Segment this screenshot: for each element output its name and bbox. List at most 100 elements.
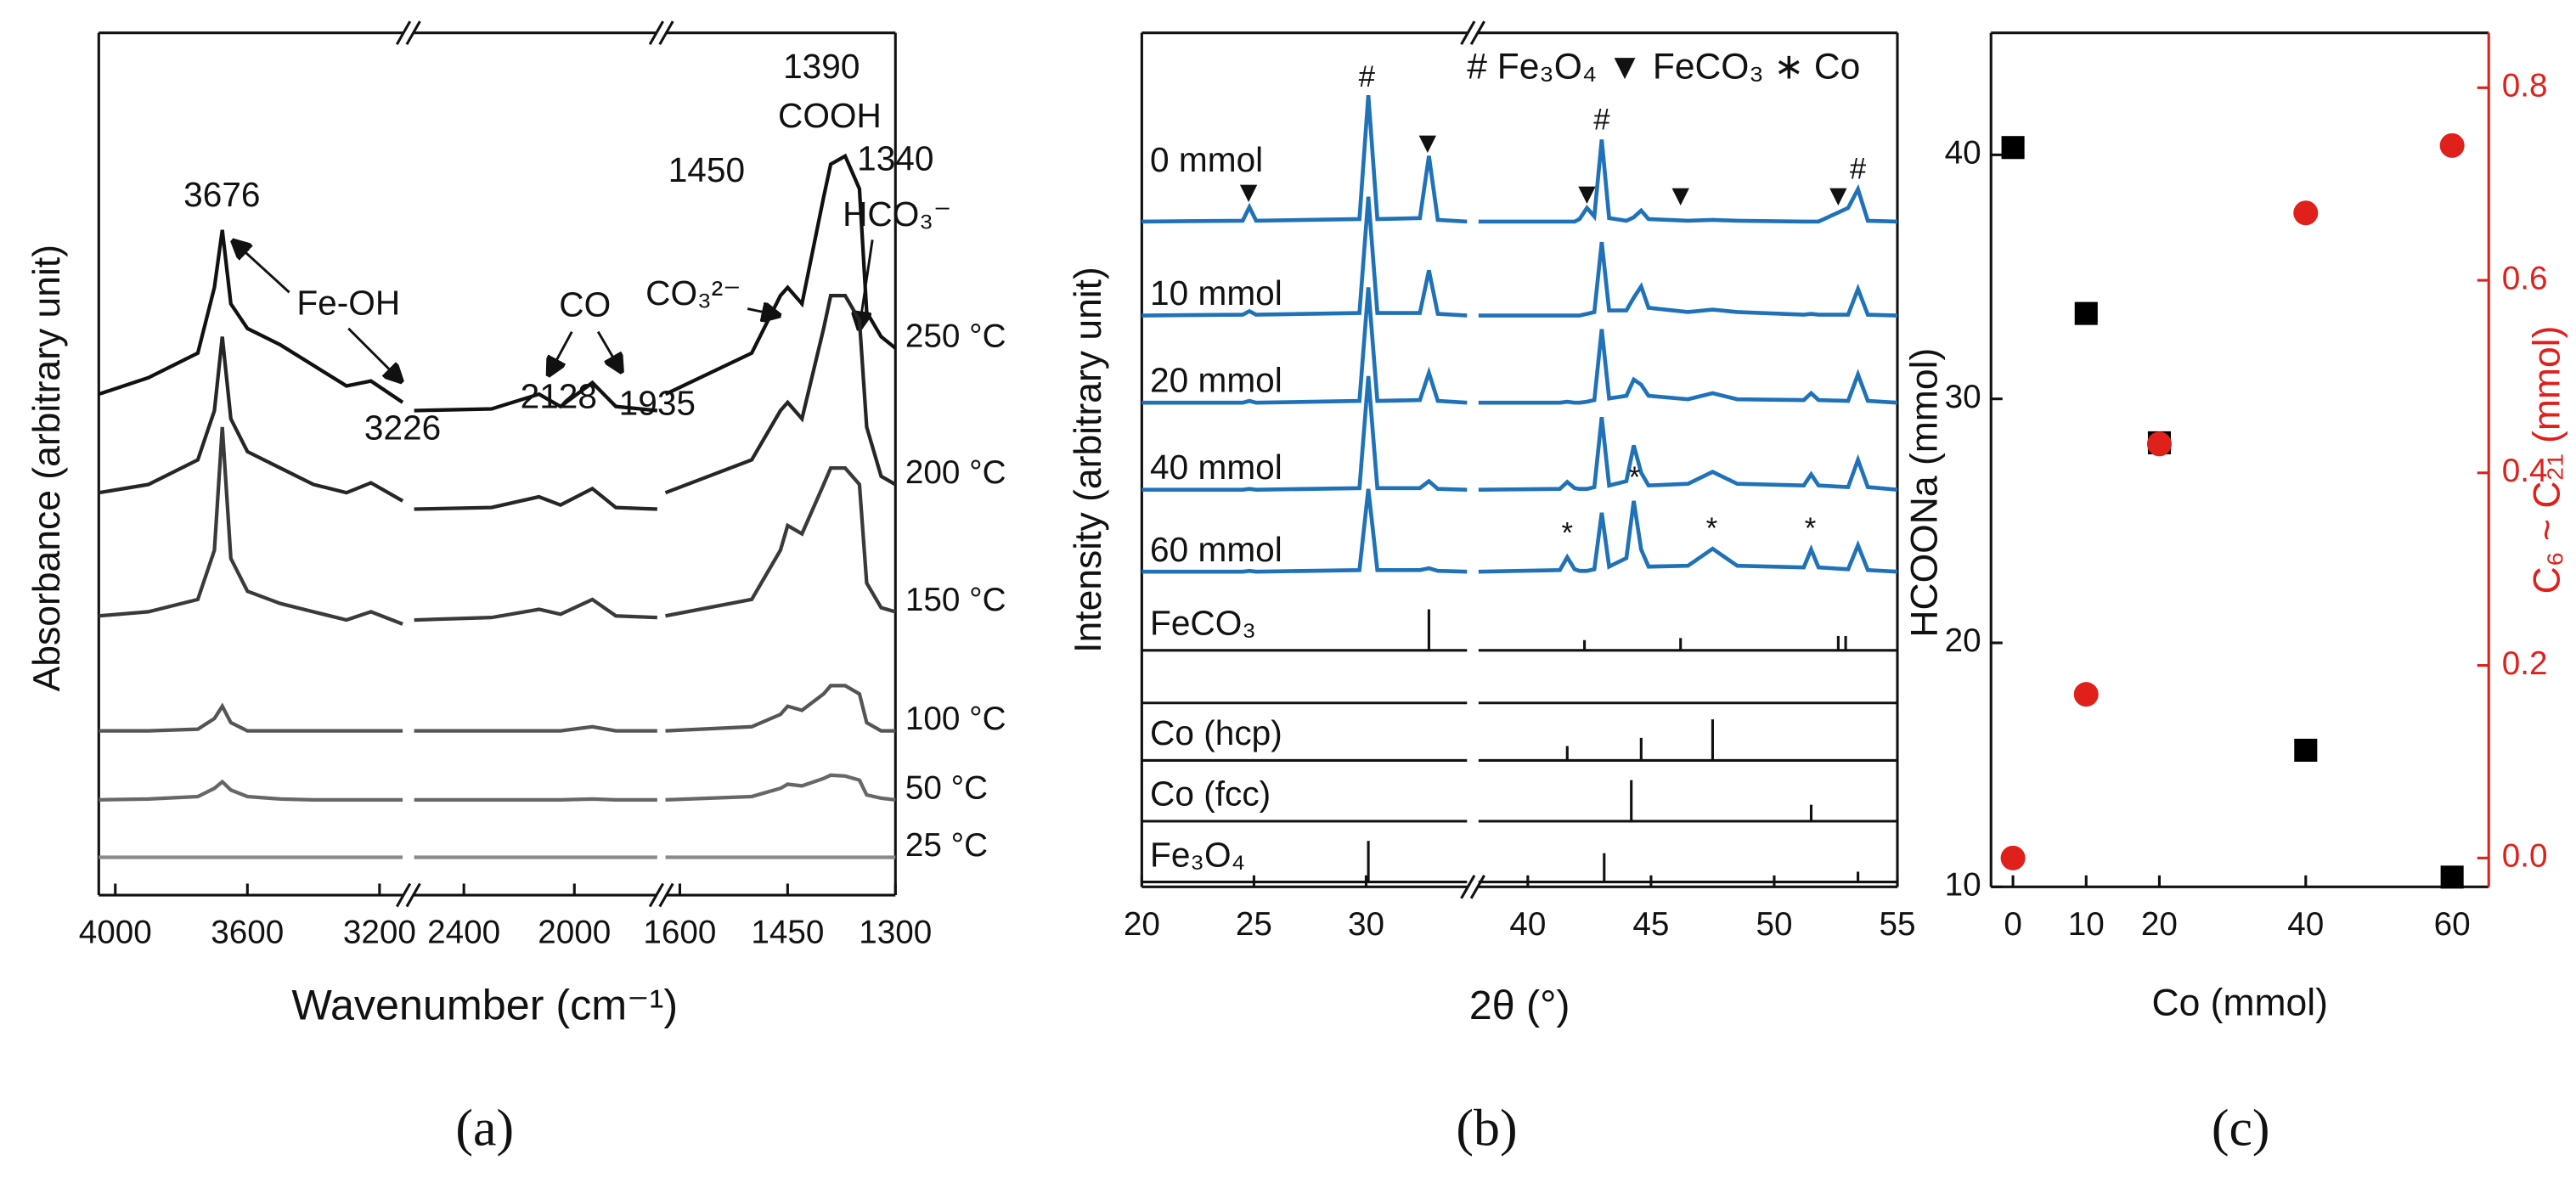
- y-axis-label: HCOONa (mmol): [1904, 348, 1946, 638]
- x-tick-label: 40: [1509, 906, 1546, 943]
- x-tick-label: 1300: [859, 915, 932, 951]
- spectrum: [99, 702, 403, 733]
- series-label: 50 °C: [905, 769, 988, 806]
- series-label: 200 °C: [905, 454, 1006, 491]
- x-tick-label: 30: [1348, 906, 1384, 943]
- spectrum: [414, 797, 657, 802]
- series-label: 10 mmol: [1150, 273, 1282, 313]
- x-tick-label: 0: [2004, 906, 2021, 943]
- annotation: ▼: [1413, 126, 1442, 159]
- y-axis-label: Intensity (arbitrary unit): [1068, 267, 1109, 653]
- spectrum: [664, 153, 897, 397]
- pattern: [1141, 488, 1468, 574]
- point: [2001, 136, 2025, 160]
- point: [2146, 431, 2172, 457]
- annotation: #: [1359, 60, 1376, 93]
- annotation: ▼: [1234, 175, 1263, 208]
- annotation: 1390: [783, 47, 860, 86]
- panel-label: (a): [455, 1100, 514, 1157]
- spectrum: [98, 336, 404, 503]
- pattern: [1141, 375, 1468, 493]
- arrow: [347, 327, 401, 381]
- annotation: 3226: [364, 408, 441, 447]
- pattern: [1478, 139, 1898, 224]
- annotation: *: [1805, 512, 1817, 545]
- y2-tick-label: 0.0: [2502, 838, 2548, 875]
- x-tick-label: 1450: [751, 915, 824, 951]
- y2-tick-label: 0.2: [2502, 645, 2548, 682]
- spectrum: [414, 380, 658, 413]
- annotation: *: [1629, 461, 1641, 494]
- series-label: 150 °C: [905, 582, 1006, 618]
- spectrum: [414, 597, 657, 622]
- annotation: 1340: [857, 138, 933, 177]
- break-mark: [658, 20, 674, 45]
- x-tick-label: 20: [2141, 906, 2178, 943]
- pattern: [1141, 196, 1468, 318]
- y-tick-label: 20: [1945, 622, 1981, 659]
- arrow: [549, 330, 573, 375]
- y2-tick-label: 0.4: [2502, 453, 2548, 489]
- y2-axis-label: C₆ ~ C₂₁ (mmol): [2527, 326, 2568, 594]
- series-label: 250 °C: [905, 318, 1006, 355]
- x-axis-label: Wavenumber (cm⁻¹): [291, 981, 678, 1029]
- spectrum: [665, 684, 896, 733]
- annotation: #: [1850, 152, 1867, 185]
- annotation: CO₃²⁻: [645, 273, 741, 313]
- pattern: [1141, 95, 1468, 224]
- break-mark: [648, 20, 664, 45]
- x-tick-label: 55: [1880, 906, 1916, 943]
- annotation: CO: [559, 284, 611, 324]
- y-tick-label: 10: [1945, 867, 1981, 904]
- reference-label: Co (hcp): [1150, 713, 1282, 752]
- break-mark: [395, 20, 412, 45]
- x-tick-label: 3200: [343, 915, 416, 951]
- annotation: 2128: [521, 377, 597, 416]
- x-tick-label: 25: [1236, 906, 1272, 943]
- arrow: [747, 309, 779, 316]
- x-tick-label: 40: [2287, 906, 2324, 943]
- reference-label: Co (fcc): [1150, 774, 1271, 814]
- spectrum: [414, 486, 657, 511]
- annotation: ▼: [1666, 178, 1694, 211]
- annotation: ▼: [1572, 177, 1601, 210]
- annotation: HCO₃⁻: [843, 194, 951, 234]
- point: [2293, 200, 2319, 226]
- annotation: 3676: [183, 175, 260, 214]
- reference-label: Fe₃O₄: [1150, 835, 1245, 874]
- break-mark: [1469, 20, 1485, 45]
- pattern: [1478, 500, 1898, 574]
- annotation: ▼: [1823, 178, 1852, 211]
- break-mark: [658, 882, 674, 908]
- spectrum: [665, 466, 896, 618]
- series-label: 40 mmol: [1150, 448, 1282, 487]
- legend: # Fe₃O₄ ▼ FeCO₃ ∗ Co: [1467, 46, 1860, 87]
- y-tick-label: 30: [1945, 379, 1981, 415]
- reference-label: FeCO₃: [1150, 604, 1256, 643]
- annotation: *: [1562, 517, 1574, 550]
- pattern: [1478, 241, 1898, 318]
- series-label: 0 mmol: [1150, 140, 1263, 179]
- y-axis-label: Absorbance (arbitrary unit): [26, 245, 68, 691]
- annotation: Fe-OH: [296, 283, 400, 322]
- point: [2294, 738, 2318, 762]
- spectrum: [98, 229, 404, 404]
- series-label: 20 mmol: [1150, 361, 1282, 400]
- arrow: [596, 330, 621, 371]
- break-mark: [1469, 875, 1485, 899]
- annotation: 1935: [619, 383, 696, 422]
- x-axis-label: 2θ (°): [1469, 983, 1570, 1028]
- pattern: [1478, 329, 1898, 405]
- y-tick-label: 40: [1945, 135, 1981, 172]
- series-label: 25 °C: [905, 827, 988, 864]
- series-label: 60 mmol: [1150, 530, 1282, 569]
- point: [2074, 301, 2098, 325]
- annotation: COOH: [778, 96, 882, 135]
- arrow: [234, 241, 290, 294]
- series-label: 100 °C: [905, 701, 1006, 737]
- y2-tick-label: 0.6: [2502, 260, 2548, 296]
- spectrum: [665, 773, 896, 802]
- spectrum: [414, 724, 657, 733]
- x-tick-label: 2400: [427, 915, 500, 951]
